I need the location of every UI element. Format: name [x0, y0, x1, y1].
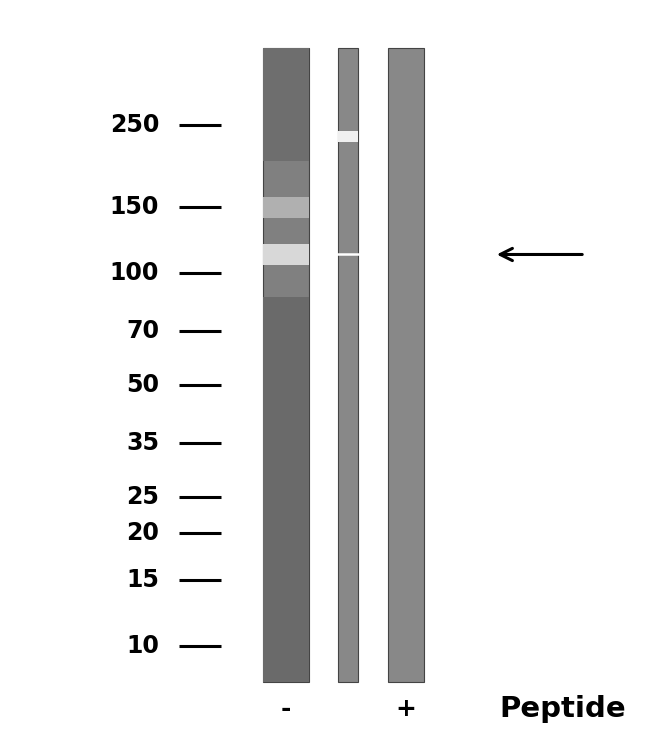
Text: Peptide: Peptide [499, 695, 625, 723]
Text: 250: 250 [110, 112, 159, 136]
Text: 70: 70 [126, 319, 159, 343]
Text: 15: 15 [126, 568, 159, 592]
Bar [263, 297, 309, 682]
Text: 20: 20 [126, 522, 159, 545]
Text: 35: 35 [126, 431, 159, 454]
Bar [389, 48, 424, 682]
Text: 25: 25 [126, 485, 159, 510]
Text: +: + [396, 697, 417, 721]
Bar [263, 48, 309, 682]
Bar [338, 131, 358, 142]
Text: 10: 10 [126, 633, 159, 658]
Text: 50: 50 [126, 373, 159, 397]
Bar [263, 197, 309, 218]
Text: 150: 150 [110, 195, 159, 219]
Text: 100: 100 [110, 261, 159, 285]
Bar [263, 48, 309, 161]
Bar [263, 244, 309, 265]
Text: -: - [281, 697, 291, 721]
Bar [338, 48, 358, 682]
